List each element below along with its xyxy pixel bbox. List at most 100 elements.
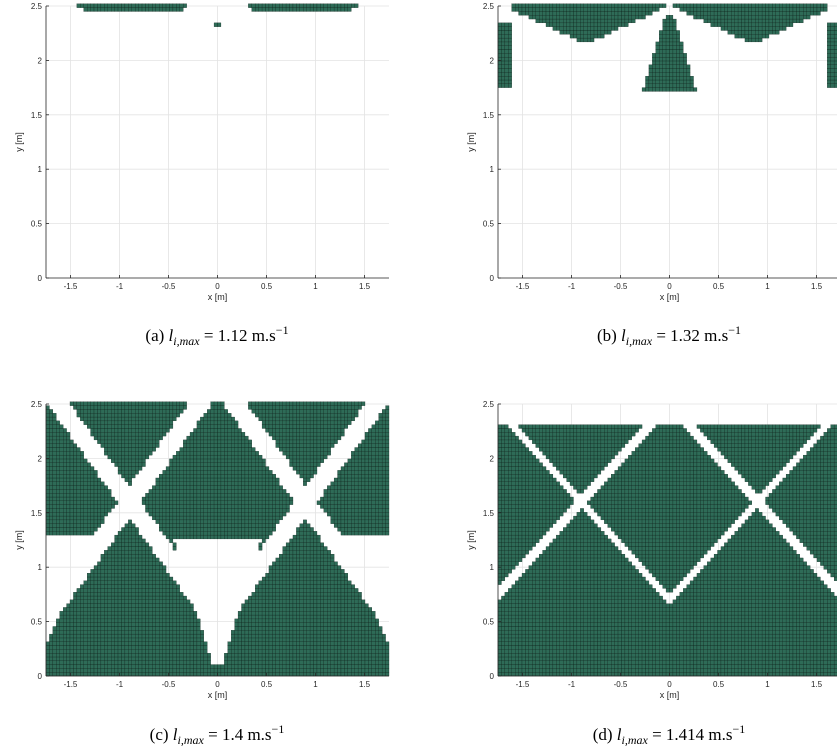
heatmap-cell — [152, 645, 156, 650]
heatmap-cell — [258, 508, 263, 513]
heatmap-cell — [131, 668, 136, 673]
heatmap-cell — [148, 447, 153, 452]
heatmap-cell — [207, 668, 211, 673]
heatmap-cell — [69, 466, 74, 471]
heatmap-cell — [111, 424, 115, 429]
heatmap-cell — [111, 641, 115, 646]
heatmap-cell — [237, 611, 242, 616]
heatmap-cell — [104, 630, 108, 635]
heatmap-cell — [117, 413, 122, 418]
heatmap-cell — [224, 477, 228, 482]
heatmap-cell — [244, 474, 249, 479]
heatmap-cell — [765, 26, 770, 31]
heatmap-cell — [796, 11, 800, 16]
heatmap-cell — [231, 493, 235, 498]
heatmap-cell — [275, 565, 280, 570]
heatmap-cell — [145, 500, 150, 505]
heatmap-cell — [827, 22, 831, 27]
heatmap-cell — [162, 474, 167, 479]
heatmap-cell — [268, 493, 273, 498]
heatmap-cell — [93, 569, 98, 574]
heatmap-cell — [52, 653, 57, 658]
heatmap-cell — [121, 576, 126, 581]
heatmap-cell — [556, 11, 560, 16]
heatmap-cell — [121, 534, 126, 540]
heatmap-cell — [662, 41, 667, 46]
heatmap-cell — [87, 668, 91, 673]
heatmap-cell — [183, 641, 187, 646]
heatmap-cell — [76, 527, 81, 532]
heatmap-cell — [248, 454, 252, 460]
heatmap-cell — [179, 485, 184, 490]
y-tick-label: 0 — [38, 274, 43, 283]
heatmap-cell — [303, 523, 307, 528]
x-axis-label: x [m] — [208, 292, 228, 302]
heatmap-cell — [155, 573, 160, 578]
heatmap-cell — [241, 672, 246, 677]
heatmap-cell — [573, 18, 578, 24]
heatmap-cell — [93, 7, 98, 12]
heatmap-cell — [183, 470, 187, 475]
heatmap-cell — [303, 561, 307, 566]
heatmap-cell — [549, 22, 554, 27]
heatmap-cell — [196, 622, 201, 627]
heatmap-cell — [628, 7, 632, 12]
heatmap-cell — [789, 18, 794, 24]
heatmap-cell — [285, 576, 290, 581]
heatmap-cell — [272, 641, 276, 646]
heatmap-cell — [292, 664, 297, 669]
heatmap-cell — [303, 432, 307, 437]
heatmap-cell — [296, 7, 300, 12]
heatmap-cell — [258, 401, 263, 406]
heatmap-cell — [306, 626, 311, 631]
heatmap-cell — [234, 664, 239, 669]
heatmap-cell — [213, 477, 218, 482]
heatmap-cell — [303, 618, 307, 623]
heatmap-cell — [244, 515, 249, 521]
heatmap-cell — [155, 565, 160, 570]
heatmap-cell — [665, 60, 670, 65]
heatmap-cell — [200, 519, 204, 524]
heatmap-cell — [97, 504, 102, 509]
heatmap-cell — [755, 34, 759, 39]
caption-symbol: l — [621, 326, 626, 345]
heatmap-cell — [128, 550, 132, 555]
heatmap-cell — [258, 470, 263, 475]
heatmap-cell — [159, 508, 163, 513]
heatmap-cell — [128, 454, 132, 460]
heatmap-cell — [83, 668, 88, 673]
heatmap-cell — [76, 466, 81, 471]
heatmap-cell — [93, 584, 98, 589]
heatmap-cell — [265, 405, 270, 410]
heatmap-cell — [148, 649, 153, 654]
heatmap-cell — [272, 565, 276, 570]
heatmap-cell — [782, 22, 787, 27]
heatmap-cell — [299, 576, 304, 581]
heatmap-cell — [248, 668, 252, 673]
heatmap-cell — [231, 481, 235, 486]
heatmap-cell — [292, 443, 297, 448]
heatmap-cell — [648, 7, 653, 12]
heatmap-cell — [128, 439, 132, 444]
heatmap-cell — [141, 645, 146, 650]
heatmap-cell — [827, 37, 831, 43]
heatmap-cell — [104, 504, 108, 509]
heatmap-cell — [210, 504, 215, 509]
heatmap-cell — [93, 420, 98, 425]
heatmap-cell — [189, 660, 194, 665]
heatmap-cell — [207, 474, 211, 479]
heatmap-cell — [193, 523, 198, 528]
heatmap-cell — [179, 523, 184, 528]
heatmap-cell — [135, 401, 139, 406]
heatmap-cell — [169, 637, 174, 642]
heatmap-cell — [217, 531, 222, 536]
heatmap-cell — [207, 462, 211, 467]
heatmap-cell — [556, 18, 560, 24]
heatmap-cell — [306, 553, 311, 559]
heatmap-cell — [724, 26, 728, 31]
heatmap-cell — [49, 477, 54, 482]
heatmap-cell — [111, 664, 115, 669]
heatmap-cell — [220, 443, 225, 448]
heatmap-cell — [237, 664, 242, 669]
heatmap-cell — [217, 405, 222, 410]
